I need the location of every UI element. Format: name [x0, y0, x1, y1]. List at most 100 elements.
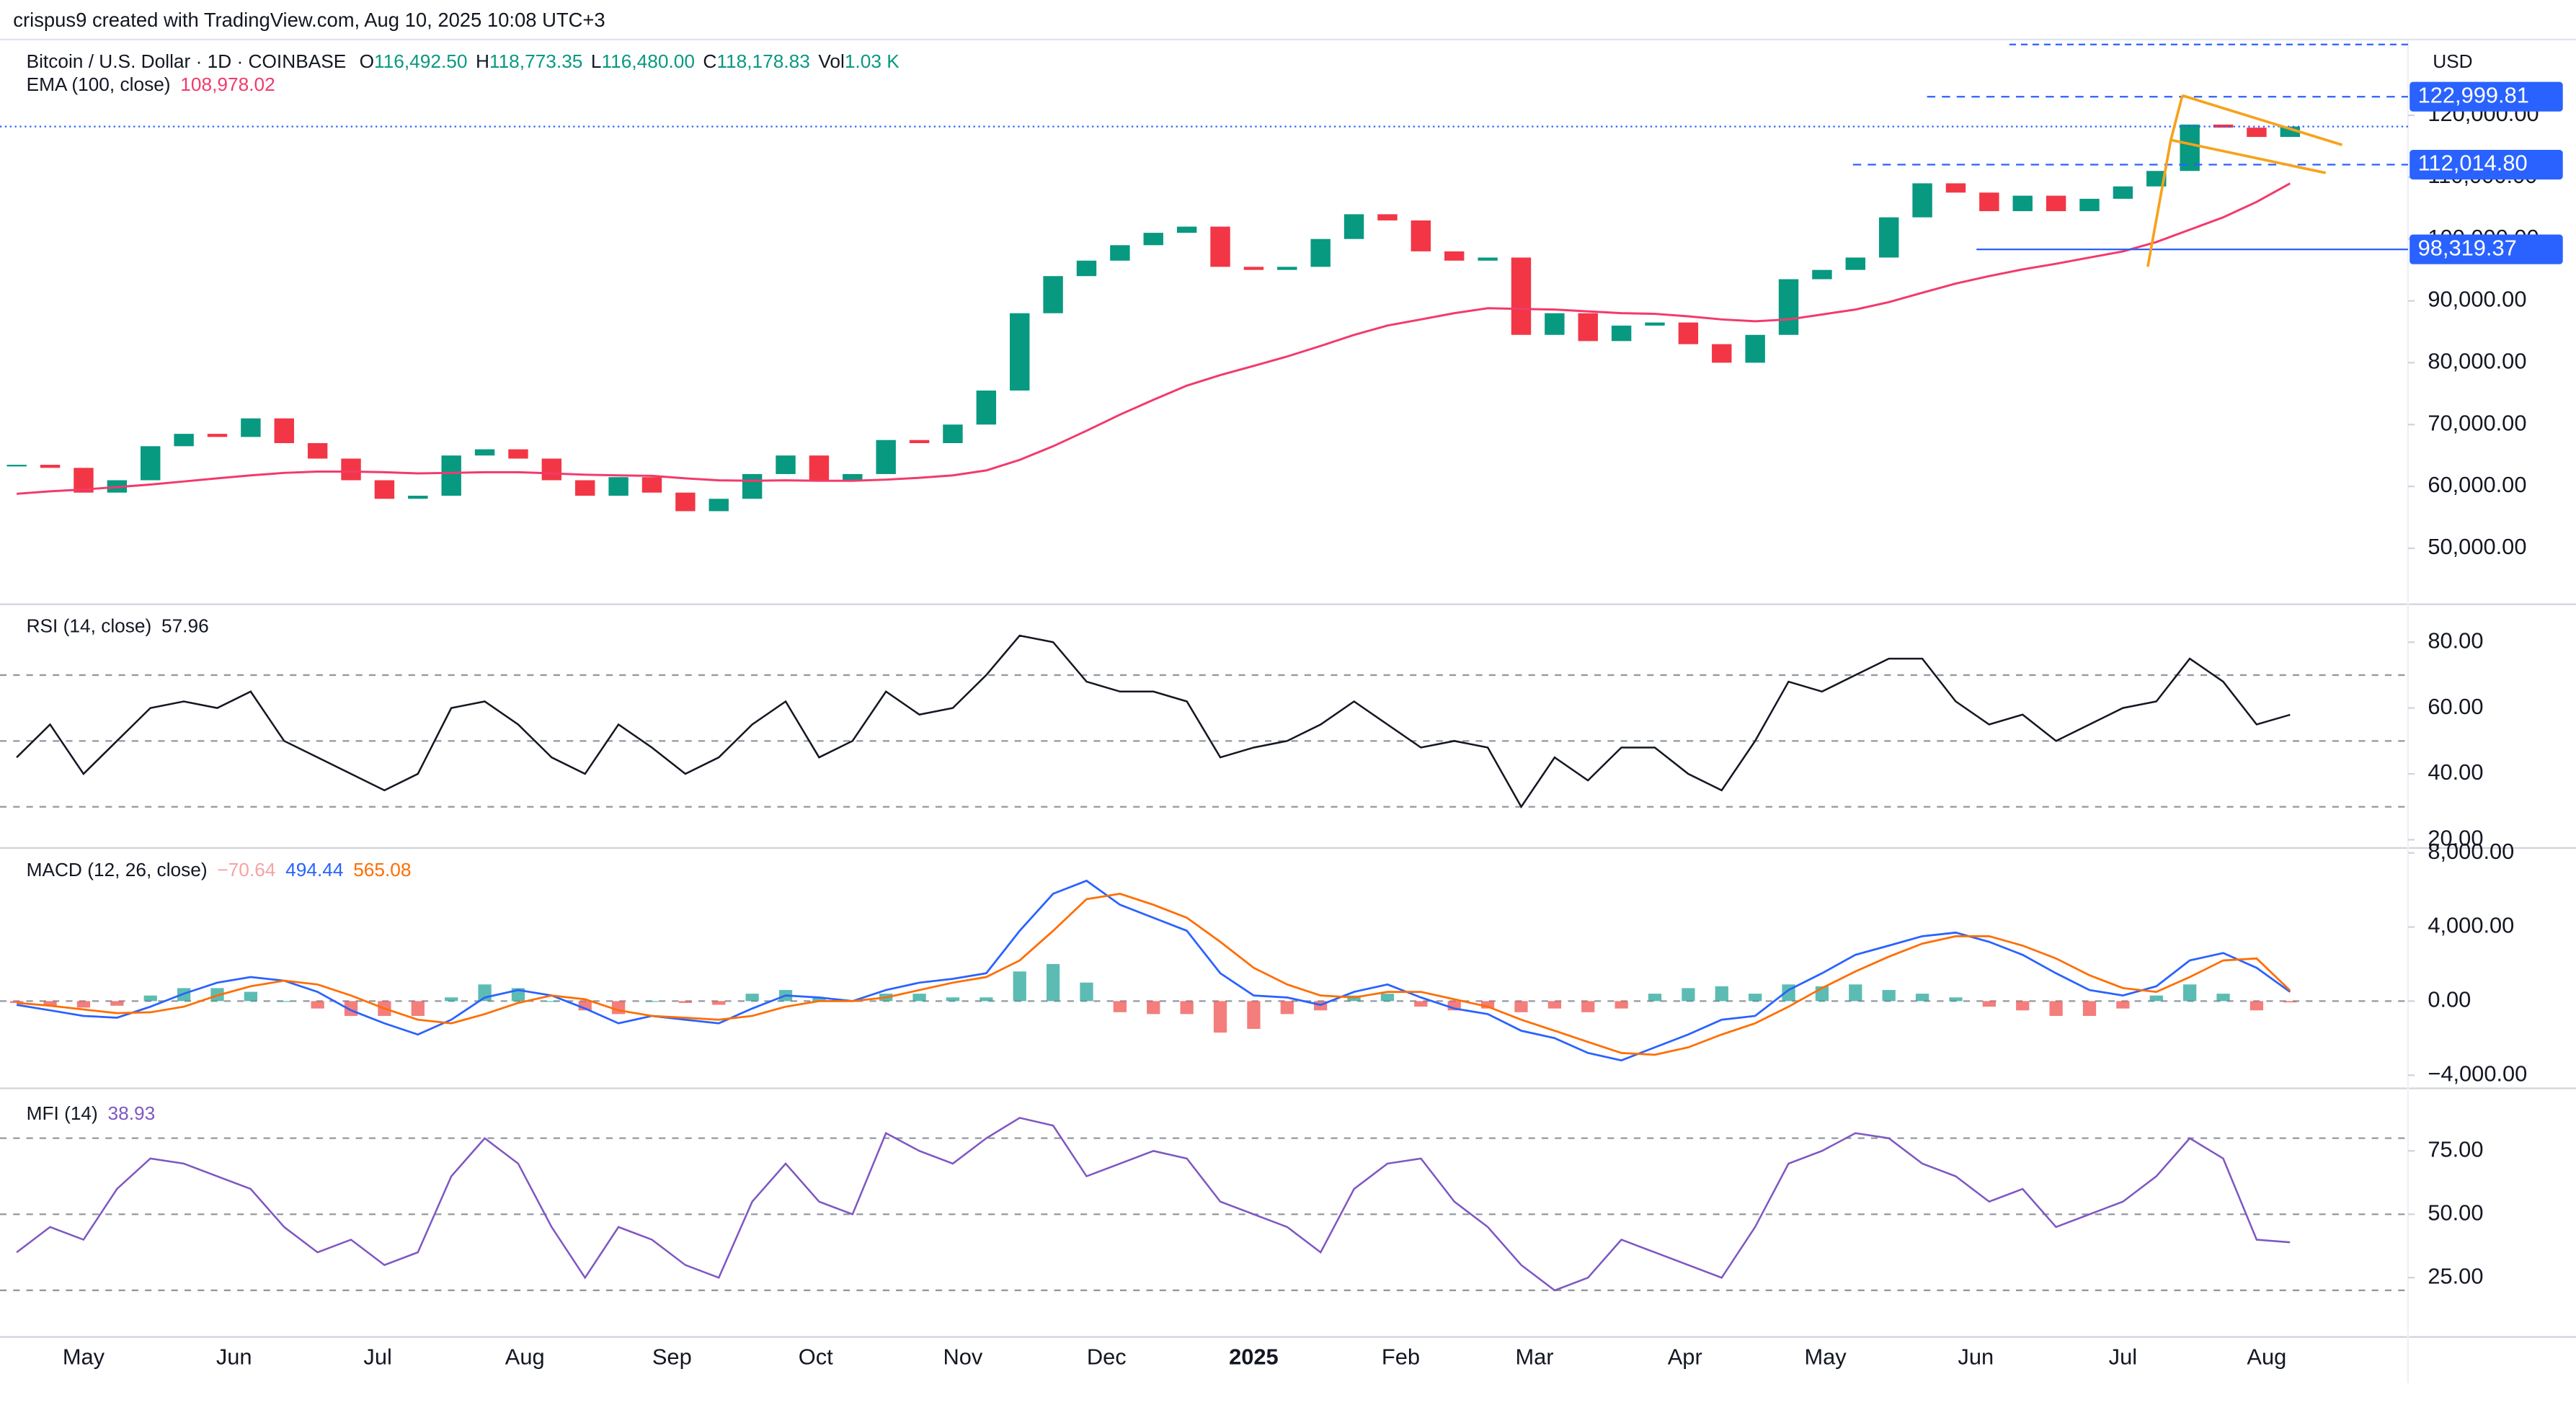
candle	[2079, 198, 2100, 212]
histogram-bar	[1615, 1001, 1628, 1009]
histogram-bar	[1849, 984, 1862, 1002]
ohlc-value: 1.03 K	[845, 50, 900, 72]
histogram-bar	[545, 1001, 559, 1002]
y-tick-label: 90,000.00	[2428, 287, 2526, 312]
indicator-line	[16, 1117, 2291, 1292]
macd-line	[16, 879, 2291, 1062]
level-label: 98,319.37	[2418, 235, 2517, 260]
histogram-bar	[1414, 1001, 1428, 1007]
candle	[408, 495, 428, 499]
ohlc-key: H	[476, 50, 489, 72]
candle	[641, 477, 662, 493]
histogram-bar	[611, 1001, 626, 1015]
candle	[2012, 195, 2033, 212]
signal-line	[16, 892, 2291, 1056]
candle	[2113, 186, 2133, 199]
candle	[2180, 124, 2200, 171]
candle	[1678, 322, 1699, 344]
candle	[1878, 217, 1899, 258]
y-tick-label: 80,000.00	[2428, 349, 2526, 374]
ohlc-value: 116,492.50	[374, 50, 468, 72]
candle	[675, 492, 696, 512]
level-label: 112,014.80	[2418, 151, 2528, 176]
y-tick-label: 75.00	[2428, 1136, 2483, 1161]
ohlc-value: 118,773.35	[489, 50, 583, 72]
histogram-bar	[1147, 1001, 1160, 1015]
level-tag	[2410, 234, 2563, 264]
candle	[1411, 220, 1431, 251]
y-tick-label: 60,000.00	[2428, 472, 2526, 497]
histogram-bar	[2183, 984, 2197, 1002]
x-tick-label: Sep	[652, 1344, 692, 1369]
x-tick-label: 2025	[1229, 1344, 1279, 1369]
candle	[508, 449, 528, 459]
candle	[2213, 124, 2234, 128]
x-tick-label: Aug	[2247, 1344, 2286, 1369]
candle	[40, 465, 61, 468]
histogram-bar	[745, 994, 759, 1002]
level-tag	[2410, 149, 2563, 180]
mfi-title: MFI (14)	[27, 1102, 98, 1124]
ema-line	[16, 182, 2291, 495]
y-tick-label: 60.00	[2428, 694, 2483, 719]
x-tick-label: Jun	[216, 1344, 252, 1369]
candle	[1945, 183, 1966, 193]
candle	[1778, 279, 1799, 335]
x-tick-label: Dec	[1087, 1344, 1127, 1369]
candle	[976, 391, 997, 425]
candle	[1176, 226, 1197, 233]
candle	[1812, 269, 1832, 280]
candle	[1043, 276, 1063, 313]
candle	[174, 434, 194, 447]
histogram-bar	[678, 1001, 693, 1003]
histogram-bar	[1882, 989, 1896, 1002]
x-tick-label: Jul	[2109, 1344, 2137, 1369]
candle	[141, 446, 161, 481]
histogram-bar	[980, 997, 993, 1002]
x-tick-label: Mar	[1515, 1344, 1553, 1369]
ohlc-key: C	[703, 50, 716, 72]
candle	[1210, 226, 1230, 267]
candle	[943, 424, 963, 443]
histogram-bar	[1749, 994, 1762, 1002]
histogram-bar	[1380, 994, 1395, 1002]
x-tick-label: Oct	[799, 1344, 833, 1369]
macd-legend: MACD (12, 26, close) −70.64 494.44 565.08	[27, 859, 412, 880]
x-tick-label: May	[1804, 1344, 1847, 1369]
hist-value: −70.64	[217, 859, 275, 880]
histogram-bar	[2116, 1001, 2130, 1009]
y-tick-label: 25.00	[2428, 1263, 2483, 1288]
histogram-bar	[1581, 1001, 1595, 1012]
histogram-bar	[1280, 1001, 1294, 1015]
ohlc-value: 116,480.00	[601, 50, 695, 72]
candle	[1979, 192, 1999, 212]
ohlc-key: O	[360, 50, 374, 72]
histogram-bar	[110, 1001, 124, 1006]
histogram-bar	[2082, 1001, 2097, 1016]
candle	[1745, 334, 1765, 363]
candle	[1712, 344, 1732, 363]
histogram-bar	[1715, 986, 1728, 1002]
histogram-bar	[2016, 1001, 2030, 1011]
ohlc-key: L	[591, 50, 602, 72]
ema-title: EMA (100, close)	[27, 73, 171, 95]
candle	[1143, 233, 1163, 246]
rsi-legend: RSI (14, close) 57.96	[27, 615, 209, 637]
y-tick-label: 4,000.00	[2428, 913, 2514, 938]
y-tick-label: 20.00	[2428, 826, 2483, 851]
histogram-bar	[143, 995, 157, 1002]
candle	[1478, 257, 1498, 261]
candle	[608, 477, 629, 496]
x-tick-label: Jun	[1958, 1344, 1994, 1369]
candle	[1377, 214, 1398, 220]
candle	[1912, 183, 1932, 218]
plot: May Jun Jul Aug Sep Oct Nov Dec 2025 Feb Mar Apr May…	[0, 81, 2563, 1369]
candle	[1277, 267, 1297, 270]
candle	[909, 440, 930, 443]
currency: USD	[2433, 50, 2472, 72]
candle	[1110, 245, 1130, 261]
y-tick-label: −4,000.00	[2428, 1061, 2527, 1086]
candle	[1310, 238, 1331, 267]
mfi-value: 38.93	[108, 1102, 156, 1124]
